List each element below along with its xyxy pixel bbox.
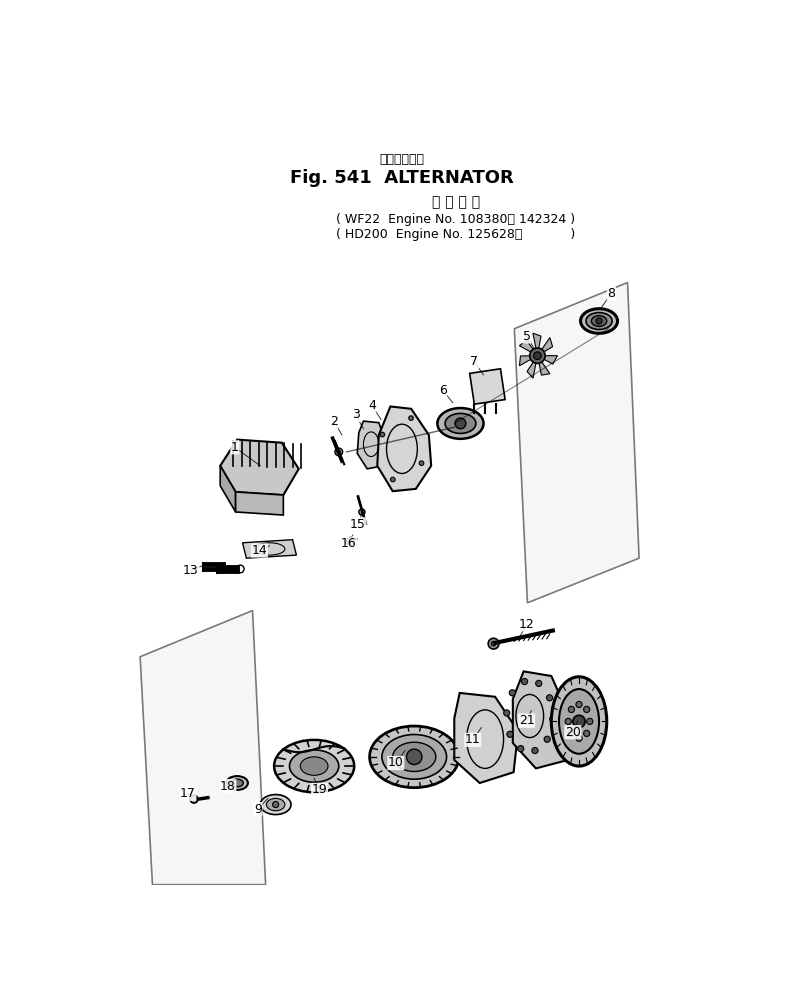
Circle shape: [583, 731, 590, 737]
Polygon shape: [141, 610, 265, 885]
Circle shape: [338, 450, 341, 453]
Circle shape: [359, 509, 365, 515]
Polygon shape: [533, 333, 541, 356]
Polygon shape: [221, 439, 299, 495]
Circle shape: [532, 747, 538, 753]
Polygon shape: [357, 421, 385, 469]
Polygon shape: [527, 356, 538, 378]
Polygon shape: [513, 671, 570, 768]
Polygon shape: [520, 356, 538, 366]
Circle shape: [507, 732, 513, 738]
Text: 19: 19: [312, 783, 327, 796]
Ellipse shape: [581, 309, 618, 333]
Circle shape: [534, 352, 542, 360]
Text: 5: 5: [523, 330, 531, 343]
Circle shape: [535, 680, 542, 687]
Text: 4: 4: [368, 400, 376, 413]
Text: Fig. 541  ALTERNATOR: Fig. 541 ALTERNATOR: [290, 169, 514, 187]
Circle shape: [596, 318, 602, 324]
Polygon shape: [221, 466, 235, 512]
Circle shape: [550, 716, 556, 723]
Circle shape: [419, 461, 424, 465]
Ellipse shape: [290, 749, 339, 782]
Ellipse shape: [586, 312, 612, 329]
Circle shape: [390, 477, 395, 482]
Text: 3: 3: [352, 409, 360, 421]
Text: 7: 7: [470, 355, 478, 369]
Text: ( WF22  Engine No. 108380～ 142324 ): ( WF22 Engine No. 108380～ 142324 ): [336, 213, 575, 226]
Circle shape: [568, 731, 575, 737]
Circle shape: [509, 690, 516, 696]
Text: 適 用 号 機: 適 用 号 機: [432, 196, 480, 210]
Ellipse shape: [370, 726, 459, 787]
Text: オルタネータ: オルタネータ: [379, 153, 425, 166]
Ellipse shape: [274, 740, 354, 792]
Ellipse shape: [445, 414, 476, 433]
Text: 2: 2: [330, 414, 338, 427]
Text: 17: 17: [180, 787, 195, 800]
Ellipse shape: [266, 798, 285, 811]
Text: 18: 18: [220, 779, 235, 792]
Circle shape: [530, 348, 545, 364]
Text: 12: 12: [519, 618, 535, 631]
Polygon shape: [236, 492, 283, 515]
Ellipse shape: [437, 408, 484, 438]
Ellipse shape: [226, 776, 248, 790]
Ellipse shape: [261, 794, 291, 815]
Circle shape: [380, 432, 385, 436]
Circle shape: [272, 801, 279, 808]
Circle shape: [517, 746, 524, 751]
Circle shape: [504, 710, 509, 716]
Text: 1: 1: [231, 440, 239, 454]
Ellipse shape: [301, 756, 328, 775]
Circle shape: [546, 695, 553, 701]
Ellipse shape: [382, 735, 447, 779]
Text: 9: 9: [254, 803, 262, 816]
Circle shape: [544, 737, 550, 743]
Circle shape: [190, 795, 198, 803]
Text: 20: 20: [565, 726, 581, 739]
Polygon shape: [538, 356, 550, 375]
Text: ( HD200  Engine No. 125628～            ): ( HD200 Engine No. 125628～ ): [336, 229, 575, 242]
Polygon shape: [243, 540, 297, 559]
Polygon shape: [455, 693, 518, 783]
Text: 14: 14: [252, 544, 268, 557]
Circle shape: [586, 719, 593, 725]
Text: 6: 6: [439, 384, 447, 397]
Text: 15: 15: [350, 518, 366, 531]
Ellipse shape: [591, 316, 607, 326]
Circle shape: [573, 716, 585, 728]
Polygon shape: [514, 282, 639, 602]
Circle shape: [521, 679, 528, 685]
Ellipse shape: [551, 677, 607, 766]
Circle shape: [568, 707, 575, 713]
Ellipse shape: [231, 779, 243, 787]
Circle shape: [491, 641, 496, 646]
Ellipse shape: [392, 743, 436, 771]
Ellipse shape: [559, 689, 599, 753]
Text: 21: 21: [519, 714, 535, 728]
Circle shape: [407, 749, 422, 764]
Circle shape: [335, 448, 342, 456]
Circle shape: [455, 418, 466, 428]
Polygon shape: [538, 338, 553, 356]
Text: 10: 10: [388, 756, 403, 769]
Circle shape: [576, 702, 582, 708]
Text: 8: 8: [608, 287, 615, 300]
Circle shape: [583, 707, 590, 713]
Circle shape: [488, 638, 499, 649]
Circle shape: [576, 736, 582, 742]
Circle shape: [409, 415, 414, 420]
Polygon shape: [520, 340, 538, 356]
Text: 16: 16: [341, 537, 356, 550]
Polygon shape: [469, 369, 505, 405]
Polygon shape: [538, 356, 557, 364]
Text: 11: 11: [465, 734, 480, 746]
Polygon shape: [378, 407, 431, 491]
Text: 13: 13: [183, 564, 199, 577]
Circle shape: [565, 719, 571, 725]
